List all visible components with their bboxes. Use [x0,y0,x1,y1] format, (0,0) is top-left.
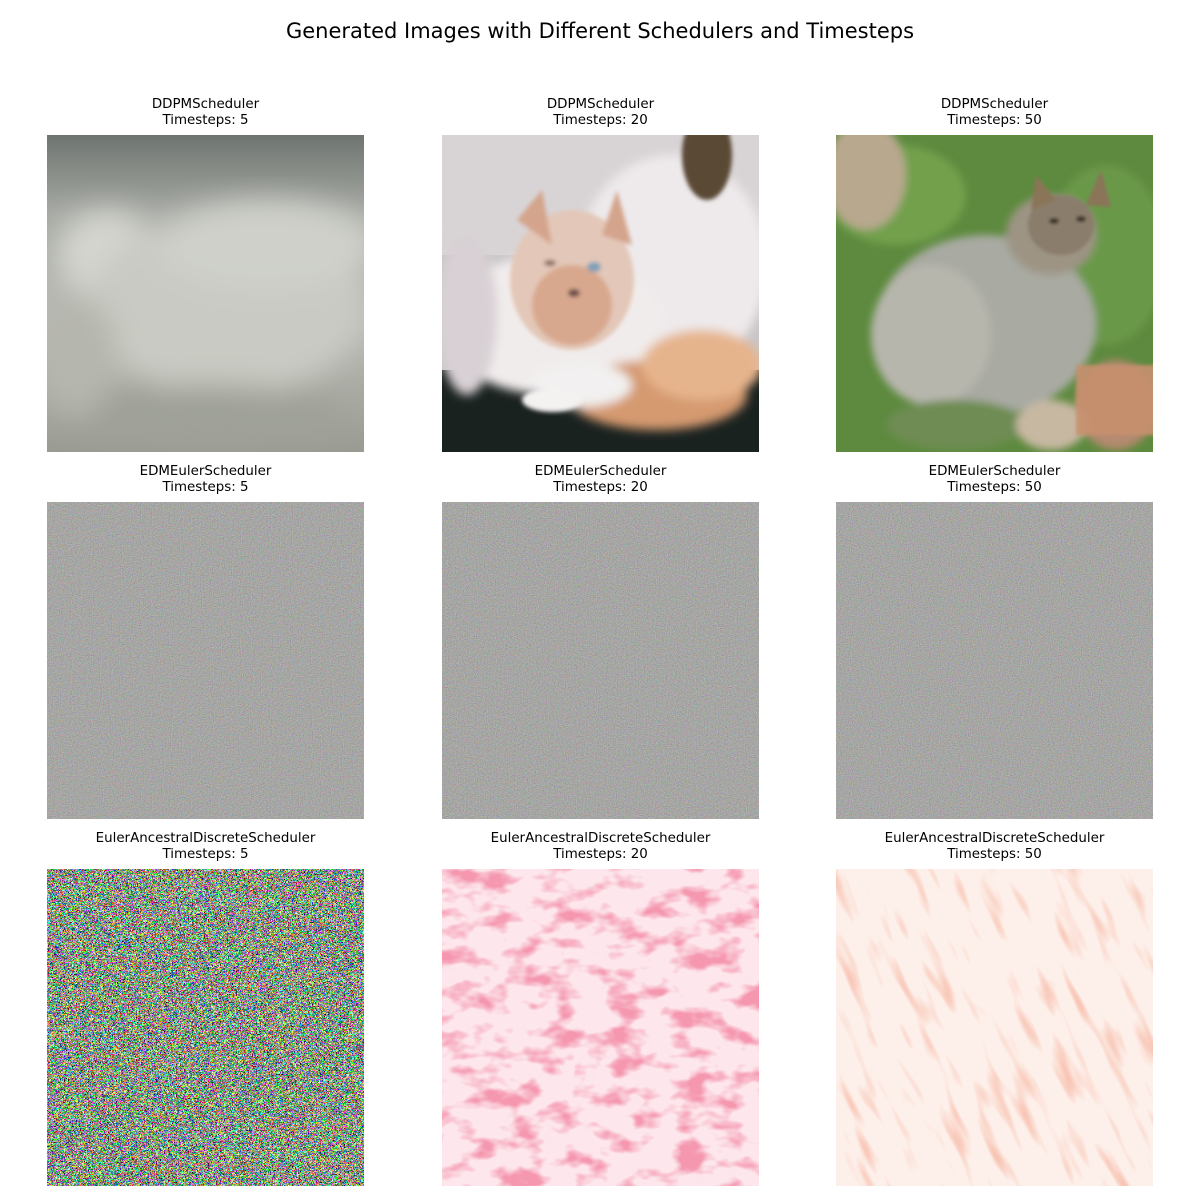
scheduler-label: EulerAncestralDiscreteScheduler [95,831,316,846]
panel-title: DDPMScheduler Timesteps: 20 [402,97,799,129]
generated-image [836,869,1153,1186]
timesteps-label: Timesteps: 5 [162,113,249,128]
timesteps-label: Timesteps: 20 [553,480,648,495]
scheduler-label: EDMEulerScheduler [534,464,667,479]
panel-title: EulerAncestralDiscreteScheduler Timestep… [796,831,1193,863]
scheduler-label: DDPMScheduler [546,97,655,112]
scheduler-label: EDMEulerScheduler [928,464,1061,479]
timesteps-label: Timesteps: 50 [947,113,1042,128]
timesteps-label: Timesteps: 20 [553,113,648,128]
timesteps-label: Timesteps: 20 [553,847,648,862]
figure-title: Generated Images with Different Schedule… [285,19,915,43]
timesteps-label: Timesteps: 50 [947,847,1042,862]
generated-image [836,502,1153,819]
scheduler-label: EulerAncestralDiscreteScheduler [490,831,711,846]
panel-title: DDPMScheduler Timesteps: 5 [7,97,404,129]
scheduler-label: EDMEulerScheduler [139,464,272,479]
timesteps-label: Timesteps: 50 [947,480,1042,495]
panel-title: EulerAncestralDiscreteScheduler Timestep… [402,831,799,863]
panel-title: DDPMScheduler Timesteps: 50 [796,97,1193,129]
scheduler-label: DDPMScheduler [940,97,1049,112]
generated-image [836,135,1153,452]
panel-title: EDMEulerScheduler Timesteps: 20 [402,464,799,496]
timesteps-label: Timesteps: 5 [162,480,249,495]
generated-image [47,502,364,819]
generated-image [442,502,759,819]
panel-title: EDMEulerScheduler Timesteps: 5 [7,464,404,496]
panel-title: EulerAncestralDiscreteScheduler Timestep… [7,831,404,863]
scheduler-label: EulerAncestralDiscreteScheduler [884,831,1105,846]
panel-title: EDMEulerScheduler Timesteps: 50 [796,464,1193,496]
scheduler-label: DDPMScheduler [151,97,260,112]
timesteps-label: Timesteps: 5 [162,847,249,862]
generated-image [442,869,759,1186]
generated-image [47,135,364,452]
generated-image [47,869,364,1186]
generated-image [442,135,759,452]
